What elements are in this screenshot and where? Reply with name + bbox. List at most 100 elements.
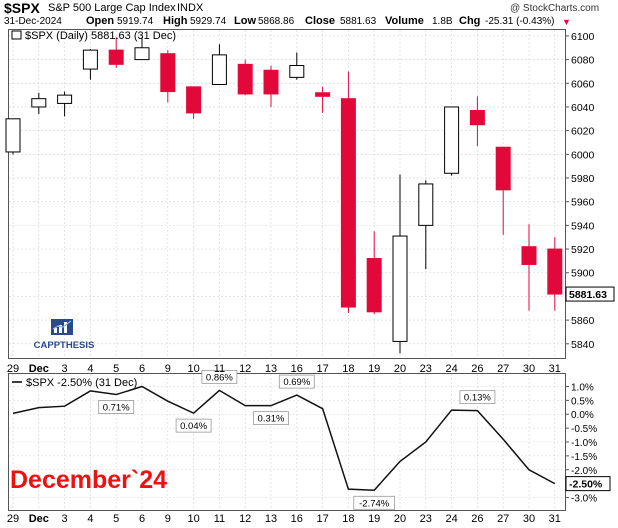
x-tick-label: 30: [523, 363, 535, 375]
pct-legend-text: $SPX -2.50% (31 Dec): [26, 377, 137, 389]
candle-body: [444, 106, 460, 174]
candle-body: [82, 49, 98, 70]
pct-y-tick-label: 0.5%: [571, 396, 594, 407]
candle-body: [134, 47, 150, 61]
last-price-label: 5881.63: [569, 289, 607, 301]
pct-y-tick-label: -1.0%: [571, 438, 597, 449]
x-tick-label-lower: 24: [445, 513, 457, 525]
y-tick-label: 6080: [571, 55, 595, 67]
x-tick-label-lower: 20: [394, 513, 406, 525]
x-tick-label: 12: [239, 363, 251, 375]
x-tick-label: Dec: [29, 363, 49, 375]
pct-annotation-box: [459, 390, 496, 405]
candle-body: [263, 69, 279, 95]
x-tick-label-lower: 5: [113, 513, 119, 525]
pct-legend: $SPX -2.50% (31 Dec): [12, 377, 137, 389]
candle-body: [469, 110, 485, 126]
y-tick-label: 5860: [571, 315, 595, 327]
index-name: S&P 500 Large Cap Index: [48, 2, 176, 14]
x-tick-label: 23: [420, 363, 432, 375]
capp-thesis-logo: CAPPTHESIS: [34, 319, 94, 351]
low-value: 5868.86: [258, 16, 295, 27]
x-tick-label-lower: 11: [214, 513, 225, 525]
y-tick-label: 6000: [571, 149, 595, 161]
x-tick-label-lower: 9: [165, 513, 171, 525]
date-label: 31-Dec-2024: [4, 16, 62, 27]
pct-line: [12, 385, 556, 492]
exchange-label: INDX: [177, 2, 204, 14]
high-label: High: [163, 15, 188, 27]
last-price-box: [565, 286, 615, 302]
candle-body: [392, 235, 408, 342]
x-tick-label-lower: 18: [342, 513, 354, 525]
chg-value: -25.31 (-0.43%): [485, 16, 555, 27]
x-tick-label: 17: [316, 363, 328, 375]
x-tick-label: 20: [394, 363, 406, 375]
pct-annotation-label: 0.86%: [206, 372, 233, 383]
x-tick-label: 27: [497, 363, 509, 375]
pct-y-tick-label: 1.0%: [571, 382, 594, 393]
volume-label: Volume: [385, 15, 424, 27]
pct-annotation-label: 0.31%: [258, 414, 285, 425]
y-tick-label: 6020: [571, 126, 595, 138]
high-value: 5929.74: [190, 16, 227, 27]
x-tick-label-lower: 30: [523, 513, 535, 525]
pct-y-tick-label: 0.0%: [571, 410, 594, 421]
x-tick-label-lower: 17: [316, 513, 328, 525]
pct-y-tick-label: -0.5%: [571, 424, 597, 435]
candle-body: [366, 258, 382, 313]
x-tick-label: 4: [87, 363, 93, 375]
candle-body: [495, 146, 511, 191]
chg-label: Chg: [459, 15, 481, 27]
gridlines: [9, 30, 565, 510]
price-legend: $SPX (Daily) 5881.63 (31 Dec): [11, 30, 176, 42]
pct-annotation-label: -2.74%: [359, 498, 390, 509]
candle-body: [211, 54, 227, 85]
x-tick-label: 6: [139, 363, 145, 375]
pct-annotation-box: [278, 374, 315, 389]
x-tick-label-lower: 27: [497, 513, 509, 525]
symbol-label: $SPX: [4, 0, 40, 16]
axes: 29 29 Dec Dec 3 3 4 4 5 5 6 6 9 9 10 10 11 11 12 12 13 13 16 16…: [7, 31, 615, 525]
x-tick-label: 5: [113, 363, 119, 375]
x-tick-label-lower: 23: [420, 513, 432, 525]
x-tick-label-lower: 31: [549, 513, 561, 525]
price-legend-text: $SPX (Daily) 5881.63 (31 Dec): [25, 30, 176, 42]
volume-value: 1.8B: [432, 16, 453, 27]
credit-label: @ StockCharts.com: [510, 3, 600, 14]
pct-y-tick-label: -1.5%: [571, 452, 597, 463]
x-tick-label: 9: [165, 363, 171, 375]
pct-annotation-box: [175, 418, 212, 433]
candle-body: [315, 92, 331, 97]
pct-annotation-box: [98, 400, 135, 414]
x-tick-label-lower: 13: [265, 513, 277, 525]
x-tick-label: 10: [187, 363, 199, 375]
open-label: Open: [86, 15, 115, 27]
candle-body: [108, 49, 124, 65]
x-tick-label-lower: 3: [62, 513, 68, 525]
last-pct-label: -2.50%: [569, 479, 603, 491]
pct-line-layer: 0.71% 0.04% 0.86% 0.31% 0.69% -2.74% 0.13%: [12, 369, 556, 510]
y-tick-label: 5960: [571, 197, 595, 209]
pct-annotation-label: 0.13%: [464, 393, 491, 404]
y-tick-label: 5900: [571, 268, 595, 280]
x-tick-label: 3: [62, 363, 68, 375]
x-tick-label-lower: 4: [87, 513, 93, 525]
month-watermark: December`24: [10, 466, 168, 494]
candle-body: [237, 63, 253, 95]
y-tick-label: 5920: [571, 244, 595, 256]
logo-text: CAPPTHESIS: [34, 340, 94, 351]
x-tick-label: 31: [549, 363, 561, 375]
candle-body: [5, 118, 21, 153]
x-tick-label: 26: [471, 363, 483, 375]
pct-annotation-label: 0.71%: [103, 403, 130, 414]
x-tick-label: 18: [342, 363, 354, 375]
x-tick-label: 11: [214, 363, 225, 375]
x-tick-label: 29: [7, 363, 19, 375]
candle-body: [31, 98, 47, 108]
x-tick-label-lower: 19: [368, 513, 380, 525]
last-pct-box: [565, 476, 611, 492]
y-tick-label: 5980: [571, 173, 595, 185]
pct-annotation-label: 0.69%: [283, 377, 310, 388]
